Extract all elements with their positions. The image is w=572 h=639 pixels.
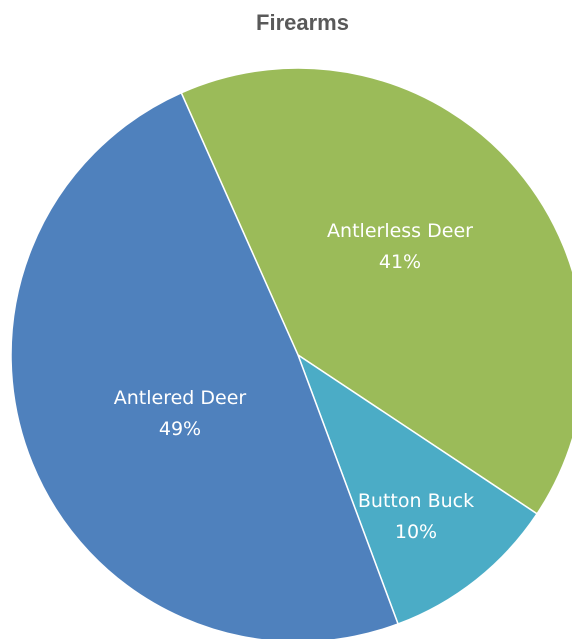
slice-category-label: Button Buck xyxy=(358,490,474,512)
pie-slice-antlerless-deer xyxy=(180,67,572,515)
pie-slice-button-buck xyxy=(296,353,539,625)
pie-slices xyxy=(10,67,572,639)
slice-percent-label: 49% xyxy=(159,418,201,440)
pie-slice-antlered-deer xyxy=(10,91,400,639)
slice-category-label: Antlerless Deer xyxy=(327,220,473,242)
chart-title: Firearms xyxy=(256,10,349,35)
slice-category-label: Antlered Deer xyxy=(114,387,247,409)
slice-percent-label: 41% xyxy=(379,251,421,273)
pie-labels: Antlerless Deer 41% Button Buck 10% Antlered… xyxy=(114,220,474,543)
slice-percent-label: 10% xyxy=(395,521,437,543)
